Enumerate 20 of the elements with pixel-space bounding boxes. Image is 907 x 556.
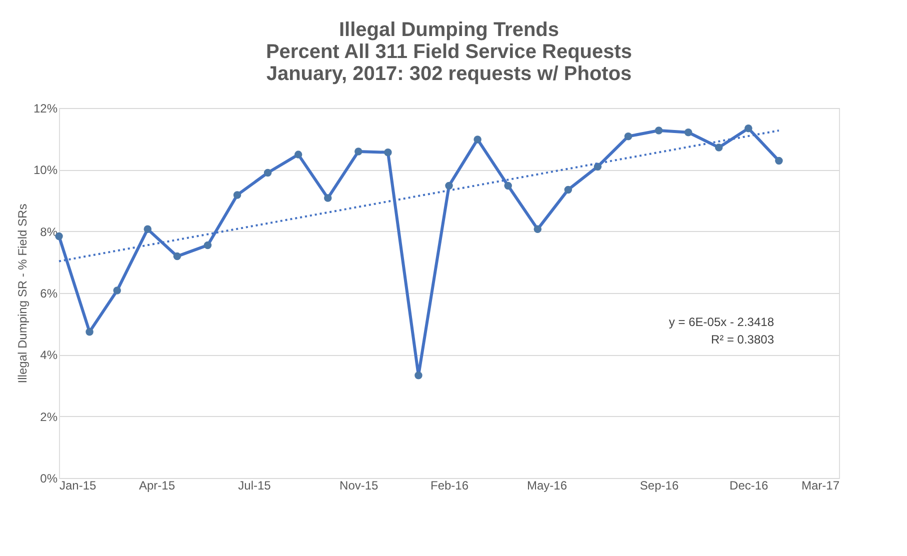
x-tick-label: May-16 <box>526 478 568 492</box>
chart-title: Illegal Dumping Trends Percent All 311 Field Service Requests January, 2017: 302 requests w/ Photos <box>266 19 632 85</box>
x-tick-label: Dec-16 <box>730 478 769 492</box>
y-tick-label: 8% <box>40 224 58 239</box>
x-tick-label: Sep-16 <box>640 478 679 492</box>
y-tick-label: 4% <box>40 348 58 362</box>
x-tick-label: Apr-15 <box>138 478 176 492</box>
x-tick-label: Mar-17 <box>801 478 840 492</box>
y-tick-label: 0% <box>40 472 58 486</box>
y-tick-label: 6% <box>40 286 58 300</box>
y-axis-title: Illegal Dumping SR - % Field SRs <box>15 204 30 384</box>
x-tick-label: Feb-16 <box>430 478 469 492</box>
x-tick-label: Jan-15 <box>60 478 97 492</box>
x-tick-label: Jul-15 <box>238 478 272 492</box>
annotation: y = 6E-05x - 2.3418 <box>668 314 774 329</box>
y-tick-label: 12% <box>33 102 58 116</box>
y-tick-label: 10% <box>33 163 58 178</box>
y-tick-label: 2% <box>40 410 58 424</box>
annotation: R² = 0.3803 <box>710 332 774 346</box>
x-tick-label: Nov-15 <box>340 478 379 492</box>
